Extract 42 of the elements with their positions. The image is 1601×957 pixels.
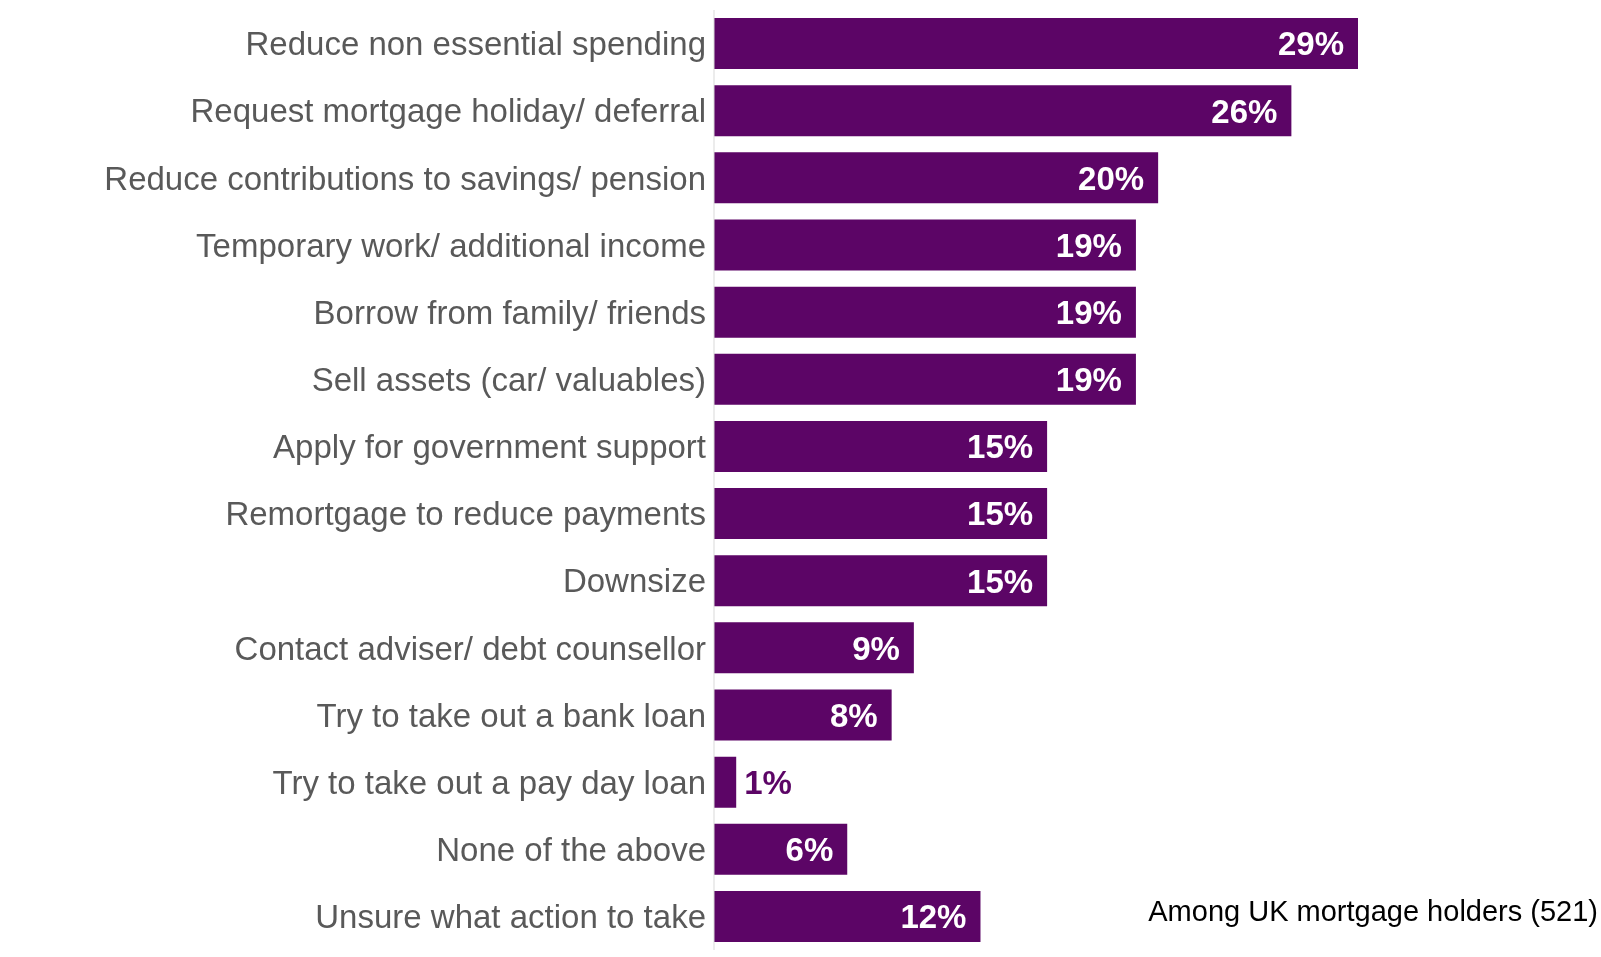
y-tick-label: Reduce contributions to savings/ pension	[104, 159, 706, 197]
bar	[714, 219, 1136, 271]
y-tick-label: Remortgage to reduce payments	[225, 495, 706, 533]
data-label: 15%	[967, 428, 1034, 466]
y-tick-label: Request mortgage holiday/ deferral	[190, 92, 706, 130]
data-label: 19%	[1055, 361, 1122, 399]
bar	[714, 286, 1136, 338]
bar	[714, 689, 892, 741]
bar	[714, 152, 1159, 204]
bar	[714, 756, 737, 808]
bar	[714, 555, 1048, 607]
y-tick-label: Borrow from family/ friends	[313, 293, 706, 331]
data-label: 29%	[1277, 25, 1344, 63]
y-tick-label: None of the above	[436, 831, 706, 868]
y-tick-label: Try to take out a pay day loan	[272, 763, 706, 801]
data-label: 8%	[829, 696, 878, 734]
y-tick-label: Temporary work/ additional income	[196, 226, 706, 264]
y-tick-label: Unsure what action to take	[315, 898, 706, 936]
y-tick-label: Apply for government support	[273, 428, 706, 466]
bar	[714, 18, 1358, 70]
data-label: 15%	[967, 495, 1034, 533]
bar	[714, 420, 1048, 472]
annotation: Among UK mortgage holders (521)	[1148, 895, 1598, 928]
y-tick-label: Reduce non essential spending	[245, 25, 706, 63]
data-label: 19%	[1055, 294, 1122, 332]
data-label: 20%	[1078, 159, 1145, 197]
data-label: 15%	[967, 562, 1034, 600]
data-label: 26%	[1211, 92, 1278, 130]
data-label: 1%	[744, 764, 792, 802]
y-tick-label: Sell assets (car/ valuables)	[311, 361, 706, 398]
bar	[714, 85, 1292, 137]
y-tick-label: Downsize	[562, 562, 706, 600]
y-tick-label: Try to take out a bank loan	[316, 696, 706, 734]
data-label: 6%	[785, 831, 834, 869]
bar	[714, 353, 1136, 405]
data-label: 19%	[1055, 226, 1122, 264]
data-label: 9%	[852, 629, 900, 667]
data-label: 12%	[900, 898, 967, 936]
y-tick-label: Contact adviser/ debt counsellor	[234, 629, 706, 667]
bar	[714, 890, 981, 942]
bar	[714, 488, 1048, 540]
bar	[714, 622, 914, 674]
